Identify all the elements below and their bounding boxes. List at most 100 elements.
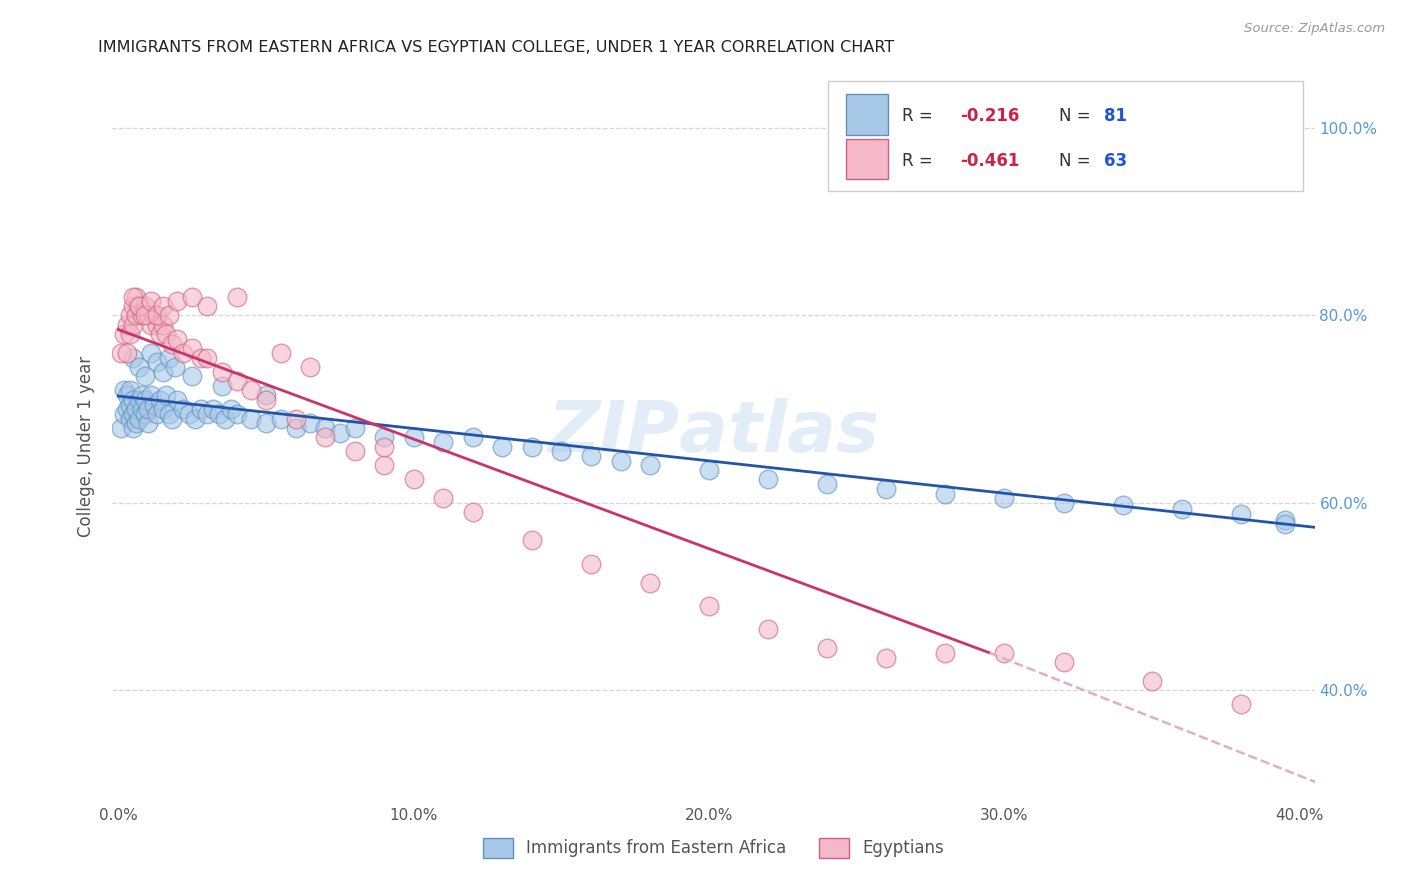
Point xyxy=(112,327,135,342)
Point xyxy=(120,309,142,323)
Point xyxy=(163,359,186,374)
Point xyxy=(211,378,233,392)
Point xyxy=(181,369,204,384)
Point xyxy=(136,309,159,323)
Point xyxy=(122,299,145,313)
Point xyxy=(149,392,172,407)
Point xyxy=(201,402,224,417)
Text: ZIP​atlas: ZIP​atlas xyxy=(547,398,880,467)
Point xyxy=(1274,516,1296,531)
Point xyxy=(136,402,159,417)
Point xyxy=(579,449,602,463)
Point xyxy=(1229,507,1251,521)
Point xyxy=(211,365,233,379)
Point xyxy=(181,290,204,304)
Point xyxy=(134,369,156,384)
Point xyxy=(254,392,277,407)
Point xyxy=(157,351,180,365)
Point xyxy=(254,388,277,402)
Point xyxy=(139,318,162,332)
Point xyxy=(166,392,188,407)
Point xyxy=(520,533,543,548)
Point xyxy=(284,411,307,425)
Point xyxy=(172,402,194,417)
Text: R =: R = xyxy=(903,152,938,169)
Point xyxy=(638,575,661,590)
Point xyxy=(270,346,292,360)
FancyBboxPatch shape xyxy=(846,95,887,135)
Point xyxy=(756,623,779,637)
Point xyxy=(934,646,956,660)
Point xyxy=(117,402,139,417)
Point xyxy=(131,402,153,417)
Point xyxy=(122,318,145,332)
Point xyxy=(270,411,292,425)
Point xyxy=(139,294,162,309)
Point xyxy=(432,435,454,450)
Point xyxy=(128,299,150,313)
Point xyxy=(122,392,145,407)
Point xyxy=(157,407,180,421)
Point xyxy=(638,458,661,473)
Point xyxy=(1111,498,1133,512)
Point xyxy=(136,416,159,430)
Point xyxy=(491,440,513,454)
Point xyxy=(172,346,194,360)
Point xyxy=(128,299,150,313)
Point xyxy=(225,374,247,388)
Point xyxy=(125,290,148,304)
Text: N =: N = xyxy=(1059,152,1095,169)
Point xyxy=(314,430,336,444)
Point xyxy=(1052,655,1074,669)
Point xyxy=(240,384,263,398)
Point xyxy=(373,430,395,444)
Point xyxy=(254,416,277,430)
FancyBboxPatch shape xyxy=(828,81,1302,191)
Point xyxy=(142,397,165,411)
Point xyxy=(139,346,162,360)
Text: College, Under 1 year: College, Under 1 year xyxy=(77,355,96,537)
Point xyxy=(146,407,169,421)
Point xyxy=(110,421,132,435)
Text: IMMIGRANTS FROM EASTERN AFRICA VS EGYPTIAN COLLEGE, UNDER 1 YEAR CORRELATION CHA: IMMIGRANTS FROM EASTERN AFRICA VS EGYPTI… xyxy=(98,40,894,55)
Point xyxy=(329,425,352,440)
Point xyxy=(157,309,180,323)
Point xyxy=(134,407,156,421)
FancyBboxPatch shape xyxy=(846,138,887,179)
Point xyxy=(160,336,183,351)
Point xyxy=(208,407,231,421)
Point xyxy=(225,407,247,421)
Point xyxy=(343,444,366,458)
Point xyxy=(146,309,169,323)
Point xyxy=(1140,673,1163,688)
Point xyxy=(122,407,145,421)
Text: Source: ZipAtlas.com: Source: ZipAtlas.com xyxy=(1244,22,1385,36)
Point xyxy=(112,384,135,398)
Point xyxy=(240,411,263,425)
Point xyxy=(195,351,218,365)
Point xyxy=(149,327,172,342)
Text: 81: 81 xyxy=(1104,108,1128,126)
Point xyxy=(112,407,135,421)
Point xyxy=(402,473,425,487)
Point xyxy=(373,440,395,454)
Point xyxy=(131,388,153,402)
Point xyxy=(152,365,174,379)
Point xyxy=(128,359,150,374)
Point xyxy=(152,402,174,417)
Point xyxy=(122,421,145,435)
Point xyxy=(314,421,336,435)
Point xyxy=(134,309,156,323)
Point xyxy=(1274,513,1296,527)
Point xyxy=(110,346,132,360)
Point xyxy=(155,388,177,402)
Point xyxy=(299,359,322,374)
Point xyxy=(190,351,212,365)
Point xyxy=(934,486,956,500)
Point xyxy=(299,416,322,430)
Point xyxy=(815,477,838,491)
Point xyxy=(373,458,395,473)
Point xyxy=(166,332,188,346)
Point xyxy=(284,421,307,435)
Text: -0.216: -0.216 xyxy=(960,108,1019,126)
